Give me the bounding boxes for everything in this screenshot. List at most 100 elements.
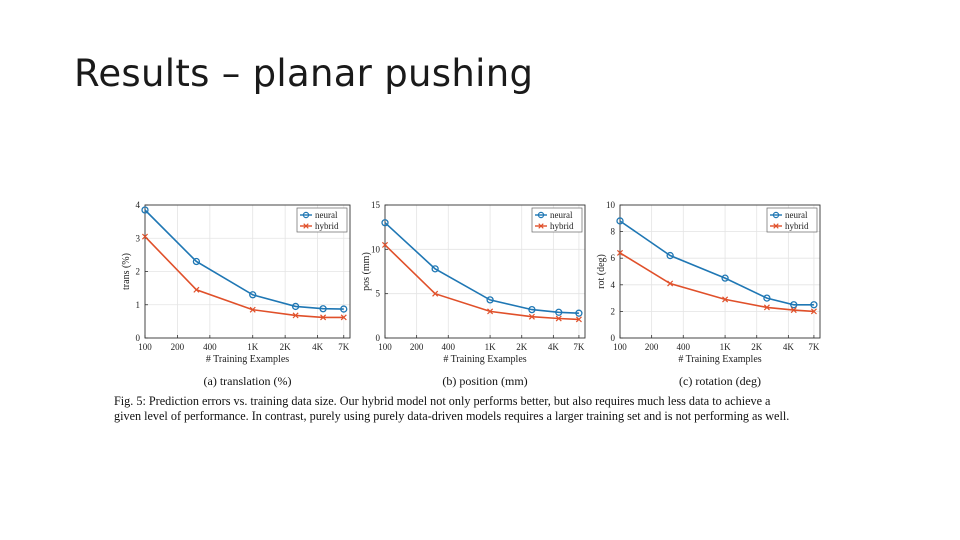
x-tick-label: 400	[677, 342, 691, 352]
x-tick-label: 4K	[548, 342, 560, 352]
x-tick-label: 100	[138, 342, 152, 352]
series-line-neural	[384, 222, 579, 314]
legend-marker-neural	[302, 211, 310, 219]
chart-subtitle: (c) rotation (deg)	[679, 374, 761, 388]
data-point-hybrid	[790, 307, 797, 314]
data-point-hybrid	[340, 314, 347, 321]
legend-marker-hybrid	[303, 223, 309, 229]
data-point-hybrid	[810, 308, 817, 315]
x-tick-label: 1K	[720, 342, 732, 352]
legend-marker-hybrid	[773, 223, 779, 229]
data-point-neural	[381, 219, 389, 227]
legend-label-neural: neural	[315, 210, 338, 220]
x-tick-label: 400	[203, 342, 217, 352]
series-line-hybrid	[619, 252, 814, 313]
x-tick-label: 7K	[573, 342, 585, 352]
data-point-hybrid	[292, 312, 299, 319]
x-tick-label: 7K	[808, 342, 820, 352]
x-axis-label: # Training Examples	[678, 354, 761, 365]
y-tick-label: 15	[371, 200, 381, 210]
data-point-hybrid	[193, 286, 200, 293]
x-tick-label: 2K	[516, 342, 528, 352]
legend-marker-neural	[772, 211, 780, 219]
data-point-neural	[575, 309, 583, 317]
figure-caption-line-1: Fig. 5: Prediction errors vs. training d…	[114, 394, 771, 408]
y-tick-label: 3	[136, 233, 141, 243]
y-tick-label: 0	[376, 333, 381, 343]
x-axis-label: # Training Examples	[443, 354, 526, 365]
y-tick-label: 0	[136, 333, 141, 343]
data-point-neural	[721, 274, 729, 282]
x-tick-label: 2K	[751, 342, 763, 352]
x-tick-label: 4K	[783, 342, 795, 352]
y-tick-label: 0	[611, 333, 616, 343]
figure-caption-line-2: given level of performance. In contrast,…	[114, 409, 790, 423]
data-point-hybrid	[432, 290, 439, 297]
series-line-hybrid	[384, 244, 579, 321]
y-tick-label: 6	[611, 253, 616, 263]
y-tick-label: 10	[606, 200, 616, 210]
chart-panel-1: 0 1 2 3 4 100 200 400 1K 2K 4K 7K # Training Example…	[121, 200, 351, 388]
x-tick-label: 1K	[485, 342, 497, 352]
data-point-hybrid	[555, 315, 562, 322]
series-line-hybrid	[144, 236, 344, 319]
y-axis-label: trans (%)	[121, 253, 132, 290]
data-point-neural	[763, 294, 771, 302]
data-point-neural	[340, 305, 348, 313]
legend-label-neural: neural	[785, 210, 808, 220]
plot-frame	[384, 204, 586, 339]
y-tick-label: 8	[611, 227, 616, 237]
chart-panel-2: 0 5 10 15 100 200 400 1K 2K 4K 7K # Training Exampl…	[361, 200, 586, 388]
data-point-hybrid	[320, 314, 327, 321]
data-point-hybrid	[575, 316, 582, 323]
data-point-hybrid	[141, 233, 149, 240]
plot-frame	[619, 204, 821, 339]
chart-subtitle: (a) translation (%)	[204, 374, 292, 388]
data-point-hybrid	[722, 296, 729, 303]
data-point-hybrid	[667, 280, 674, 287]
y-axis-label: pos (mm)	[361, 252, 372, 291]
y-axis-label: rot (deg)	[596, 254, 607, 289]
y-tick-label: 2	[611, 306, 616, 316]
data-point-neural	[790, 301, 798, 309]
series-line-neural	[619, 220, 814, 306]
data-point-hybrid	[249, 306, 256, 313]
data-point-neural	[528, 305, 536, 314]
data-point-hybrid	[616, 249, 624, 256]
data-point-hybrid	[381, 241, 389, 248]
x-tick-label: 100	[378, 342, 392, 352]
y-tick-label: 4	[611, 280, 616, 290]
x-tick-label: 200	[410, 342, 424, 352]
slide-title: Results – planar pushing	[74, 52, 534, 95]
legend-marker-neural	[537, 211, 545, 219]
data-point-neural	[810, 301, 818, 309]
x-axis-label: # Training Examples	[206, 354, 289, 365]
y-tick-label: 1	[136, 300, 141, 310]
legend-label-neural: neural	[550, 210, 573, 220]
data-point-hybrid	[763, 304, 770, 311]
data-point-neural	[319, 305, 327, 313]
x-tick-label: 100	[613, 342, 627, 352]
x-tick-label: 4K	[312, 342, 324, 352]
data-point-hybrid	[528, 313, 535, 320]
data-point-neural	[291, 302, 300, 311]
data-point-neural	[486, 296, 494, 304]
data-point-neural	[249, 291, 257, 299]
y-tick-label: 4	[136, 200, 141, 210]
legend-label-hybrid: hybrid	[315, 221, 339, 231]
legend-label-hybrid: hybrid	[785, 221, 809, 231]
y-tick-label: 10	[371, 244, 381, 254]
data-point-neural	[431, 265, 439, 273]
data-point-neural	[192, 257, 201, 266]
data-point-neural	[666, 251, 674, 260]
legend-marker-hybrid	[538, 223, 544, 229]
x-tick-label: 1K	[247, 342, 259, 352]
y-tick-label: 5	[376, 289, 381, 299]
y-tick-label: 2	[136, 267, 141, 277]
x-tick-label: 400	[442, 342, 456, 352]
x-tick-label: 200	[645, 342, 659, 352]
